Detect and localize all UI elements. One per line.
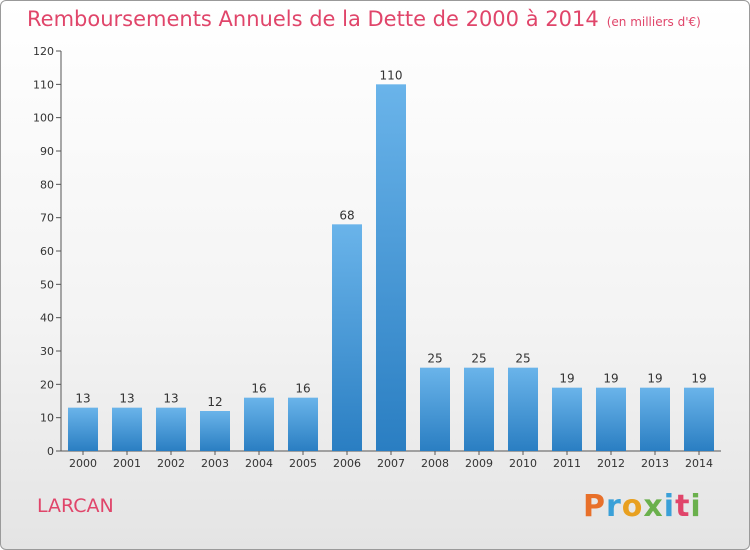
bar-2009 (464, 367, 494, 451)
bar-value-label: 19 (603, 372, 618, 386)
y-tick-label: 30 (40, 345, 54, 358)
logo-letter: P (583, 489, 606, 524)
logo-letter: t (675, 489, 691, 524)
x-tick-label: 2009 (465, 457, 493, 470)
bar-value-label: 16 (251, 382, 266, 396)
x-tick-label: 2004 (245, 457, 273, 470)
y-tick-label: 10 (40, 412, 54, 425)
y-tick-label: 80 (40, 178, 54, 191)
bar-value-label: 13 (75, 392, 90, 406)
bar-2005 (288, 397, 318, 451)
bar-value-label: 19 (647, 372, 662, 386)
x-tick-label: 2001 (113, 457, 141, 470)
y-tick-label: 100 (33, 112, 54, 125)
bar-value-label: 19 (559, 372, 574, 386)
y-tick-label: 60 (40, 245, 54, 258)
x-tick-label: 2007 (377, 457, 405, 470)
y-tick-label: 110 (33, 78, 54, 91)
y-tick-label: 20 (40, 378, 54, 391)
x-tick-label: 2005 (289, 457, 317, 470)
bar-2000 (68, 407, 98, 451)
bar-value-label: 16 (295, 382, 310, 396)
y-tick-label: 90 (40, 145, 54, 158)
bar-2004 (244, 397, 274, 451)
bar-2013 (640, 387, 670, 451)
bar-value-label: 13 (119, 392, 134, 406)
x-tick-label: 2006 (333, 457, 361, 470)
x-tick-label: 2012 (597, 457, 625, 470)
y-tick-label: 120 (33, 45, 54, 58)
logo-letter: i (663, 489, 676, 524)
x-tick-label: 2013 (641, 457, 669, 470)
axes: 0 10 20 30 40 50 60 70 80 90 100 110 120 2000 2001 2002… (33, 45, 721, 470)
logo-letter: i (690, 489, 702, 524)
bar-value-label: 68 (339, 208, 354, 222)
bar-2007 (376, 84, 406, 451)
x-tick-label: 2000 (69, 457, 97, 470)
bar-value-label: 25 (515, 352, 530, 366)
bar-2002 (156, 407, 186, 451)
bars: 13 13 13 12 16 16 68 110 25 25 25 19 19 19 19 (68, 68, 714, 451)
y-tick-label: 50 (40, 278, 54, 291)
bar-2012 (596, 387, 626, 451)
unit-note: (en milliers d'€) (606, 15, 701, 29)
y-tick-label: 40 (40, 312, 54, 325)
logo-letter: r (606, 489, 622, 524)
bar-value-label: 110 (380, 68, 403, 82)
x-tick-label: 2010 (509, 457, 537, 470)
bar-value-label: 13 (163, 392, 178, 406)
y-tick-label: 70 (40, 212, 54, 225)
bar-value-label: 25 (471, 352, 486, 366)
bar-2003 (200, 411, 230, 451)
place-name: LARCAN (37, 495, 114, 517)
bar-value-label: 12 (207, 395, 222, 409)
x-tick-label: 2002 (157, 457, 185, 470)
bar-2014 (684, 387, 714, 451)
bar-2011 (552, 387, 582, 451)
proxiti-logo: Proxiti (583, 489, 702, 524)
bar-value-label: 25 (427, 352, 442, 366)
x-tick-label: 2014 (685, 457, 713, 470)
title-text: Remboursements Annuels de la Dette de 20… (27, 7, 599, 31)
y-tick-label: 0 (47, 445, 54, 458)
chart-title: Remboursements Annuels de la Dette de 20… (27, 7, 701, 31)
bar-2008 (420, 367, 450, 451)
logo-letter: x (643, 489, 664, 524)
bar-value-label: 19 (691, 372, 706, 386)
x-tick-label: 2008 (421, 457, 449, 470)
bar-2010 (508, 367, 538, 451)
x-tick-label: 2003 (201, 457, 229, 470)
bar-2001 (112, 407, 142, 451)
logo-letter: o (621, 489, 644, 524)
x-tick-label: 2011 (553, 457, 581, 470)
bar-2006 (332, 224, 362, 451)
